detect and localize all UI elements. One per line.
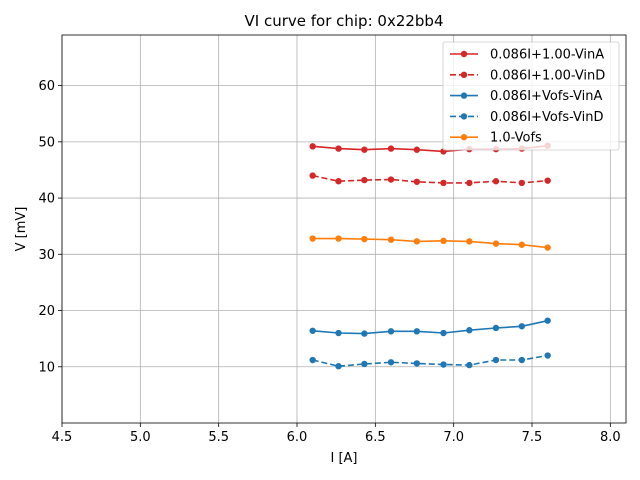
data-point: [361, 360, 368, 368]
data-point: [518, 241, 526, 248]
plot-frame: [61, 34, 627, 424]
data-point: [466, 179, 473, 187]
legend-marker: [460, 71, 468, 79]
data-point: [387, 236, 395, 243]
legend-marker: [460, 92, 468, 99]
x-tick-label: 7.5: [522, 430, 543, 445]
series-line: [312, 319, 548, 335]
y-tick-label: 10: [38, 360, 55, 375]
series-line: [312, 354, 548, 368]
legend-label: 0.086I+1.00-VinA: [490, 48, 604, 63]
series-2: [309, 317, 551, 337]
data-point: [361, 330, 368, 337]
legend-marker: [460, 113, 468, 120]
data-point: [361, 235, 368, 243]
data-point: [335, 235, 342, 242]
series-line: [312, 237, 548, 249]
legend-marker: [460, 134, 468, 141]
data-point: [413, 178, 421, 185]
data-point: [466, 327, 473, 334]
y-tick-label: 30: [38, 248, 55, 263]
legend-marker: [460, 50, 468, 58]
data-point: [466, 361, 473, 369]
data-point: [492, 240, 500, 247]
data-point: [309, 235, 316, 242]
y-tick-label: 20: [38, 304, 55, 319]
legend-item: 0.086I+Vofs-VinD: [450, 110, 604, 125]
data-point: [309, 327, 316, 334]
data-point: [413, 238, 421, 245]
data-point: [387, 328, 395, 335]
legend-item: 0.086I+1.00-VinD: [450, 68, 605, 83]
legend: 0.086I+1.00-VinA 0.086I+1.00-VinD 0.086I+V…: [442, 41, 620, 151]
data-point: [387, 359, 395, 366]
x-tick-label: 8.0: [600, 430, 621, 445]
series-3: [309, 352, 551, 370]
x-tick-label: 6.5: [365, 430, 386, 445]
y-tick-label: 40: [38, 192, 55, 207]
data-point: [335, 329, 342, 337]
data-point: [413, 146, 421, 153]
data-point: [544, 317, 551, 324]
data-point: [309, 143, 316, 150]
y-tick-label: 50: [38, 135, 55, 150]
data-point: [466, 238, 473, 245]
series-layer: [309, 142, 551, 370]
data-point: [335, 363, 342, 370]
data-point: [335, 178, 342, 185]
data-point: [440, 361, 447, 368]
legend-item: 0.086I+Vofs-VinA: [450, 89, 603, 104]
data-point: [309, 172, 316, 179]
chart-title: VI curve for chip: 0x22bb4: [245, 12, 444, 30]
legend-item: 1.0-Vofs: [450, 131, 542, 146]
legend-box: [442, 41, 620, 151]
x-tick-label: 5.0: [130, 430, 151, 445]
data-point: [361, 146, 368, 153]
data-point: [413, 360, 421, 367]
data-point: [335, 145, 342, 152]
legend-label: 0.086I+Vofs-VinA: [490, 89, 603, 104]
data-point: [309, 356, 316, 364]
legend-item: 0.086I+1.00-VinA: [450, 48, 604, 63]
data-point: [518, 323, 526, 330]
y-axis-label: V [mV]: [14, 207, 29, 252]
data-point: [518, 179, 526, 187]
data-point: [544, 177, 551, 184]
legend-label: 0.086I+1.00-VinD: [490, 68, 605, 83]
x-tick-label: 5.5: [208, 430, 229, 445]
data-point: [387, 176, 395, 183]
x-axis-label: I [A]: [330, 451, 357, 466]
data-point: [440, 179, 447, 187]
series-4: [309, 235, 551, 251]
series-1: [309, 172, 551, 187]
data-point: [492, 356, 500, 364]
axis-ticks: 4.5 5.0 5.5 6.0 6.5 7.0 7.5 8.0 10 20 30 40 50 60: [38, 79, 620, 445]
x-tick-label: 4.5: [52, 430, 73, 445]
data-point: [518, 356, 526, 364]
data-point: [440, 329, 447, 337]
data-point: [544, 352, 551, 359]
legend-label: 1.0-Vofs: [490, 131, 542, 146]
data-point: [361, 176, 368, 184]
data-point: [492, 324, 500, 332]
x-tick-label: 7.0: [443, 430, 464, 445]
data-point: [387, 145, 395, 152]
series-line: [312, 174, 548, 184]
data-point: [413, 328, 421, 335]
legend-label: 0.086I+Vofs-VinD: [490, 110, 604, 125]
data-point: [492, 178, 500, 185]
data-point: [544, 244, 551, 251]
y-tick-label: 60: [38, 79, 55, 94]
data-point: [440, 237, 447, 245]
x-tick-label: 6.0: [287, 430, 308, 445]
